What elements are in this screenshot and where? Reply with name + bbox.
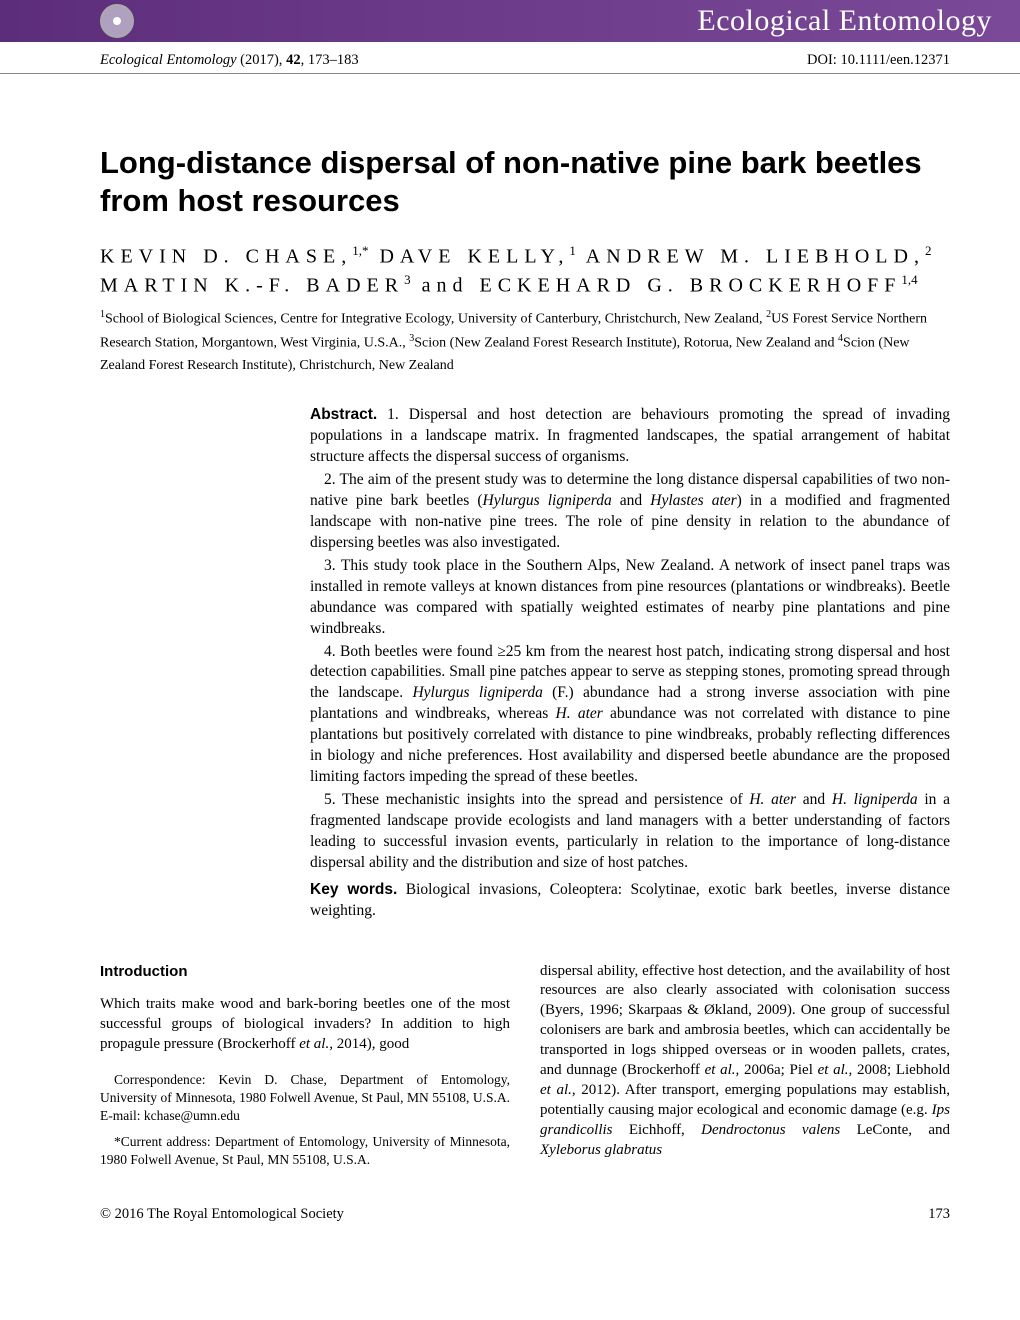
main-content: Long-distance dispersal of non-native pi… xyxy=(0,74,1020,1196)
intro-left-p1: Which traits make wood and bark-boring b… xyxy=(100,995,510,1055)
keywords: Key words. Biological invasions, Coleopt… xyxy=(310,880,950,922)
journal-name: Ecological Entomology xyxy=(100,52,237,68)
correspondence-p1: Correspondence: Kevin D. Chase, Departme… xyxy=(100,1071,510,1124)
correspondence: Correspondence: Kevin D. Chase, Departme… xyxy=(100,1071,510,1168)
doi: DOI: 10.1111/een.12371 xyxy=(807,52,950,69)
right-column: dispersal ability, effective host detect… xyxy=(540,962,950,1177)
abstract-p4: 4. Both beetles were found ≥25 km from t… xyxy=(310,642,950,788)
abstract-label: Abstract. xyxy=(310,406,377,423)
citation-left: Ecological Entomology (2017), 42, 173–18… xyxy=(100,52,359,69)
volume: 42 xyxy=(286,52,301,68)
abstract-p1: Abstract. 1. Dispersal and host detectio… xyxy=(310,405,950,468)
citation-header: Ecological Entomology (2017), 42, 173–18… xyxy=(0,42,1020,74)
intro-heading: Introduction xyxy=(100,962,510,982)
page-number: 173 xyxy=(928,1206,950,1223)
pages: , 173–183 xyxy=(301,52,359,68)
year: (2017), xyxy=(240,52,282,68)
abstract-p3: 3. This study took place in the Southern… xyxy=(310,556,950,640)
authors: KEVIN D. CHASE,1,* DAVE KELLY,1 ANDREW M… xyxy=(100,242,950,301)
banner-logo-inner xyxy=(113,17,121,25)
footer: © 2016 The Royal Entomological Society 1… xyxy=(0,1196,1020,1241)
keywords-label: Key words. xyxy=(310,881,397,898)
intro-right-p1: dispersal ability, effective host detect… xyxy=(540,962,950,1161)
journal-banner: Ecological Entomology xyxy=(0,0,1020,42)
banner-journal-title: Ecological Entomology xyxy=(697,4,992,38)
banner-logo xyxy=(100,4,134,38)
correspondence-p2: *Current address: Department of Entomolo… xyxy=(100,1133,510,1169)
article-title: Long-distance dispersal of non-native pi… xyxy=(100,144,950,220)
affiliations: 1School of Biological Sciences, Centre f… xyxy=(100,307,950,377)
banner-logo-wrap xyxy=(100,4,134,38)
copyright: © 2016 The Royal Entomological Society xyxy=(100,1206,344,1223)
left-column: Introduction Which traits make wood and … xyxy=(100,962,510,1177)
abstract: Abstract. 1. Dispersal and host detectio… xyxy=(310,405,950,921)
abstract-p5: 5. These mechanistic insights into the s… xyxy=(310,790,950,874)
abstract-p2: 2. The aim of the present study was to d… xyxy=(310,470,950,554)
body-columns: Introduction Which traits make wood and … xyxy=(100,962,950,1177)
